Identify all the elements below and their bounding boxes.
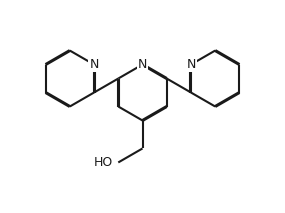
Text: HO: HO <box>94 156 113 169</box>
Text: N: N <box>186 58 196 71</box>
Text: N: N <box>138 58 147 71</box>
Text: N: N <box>89 58 99 71</box>
